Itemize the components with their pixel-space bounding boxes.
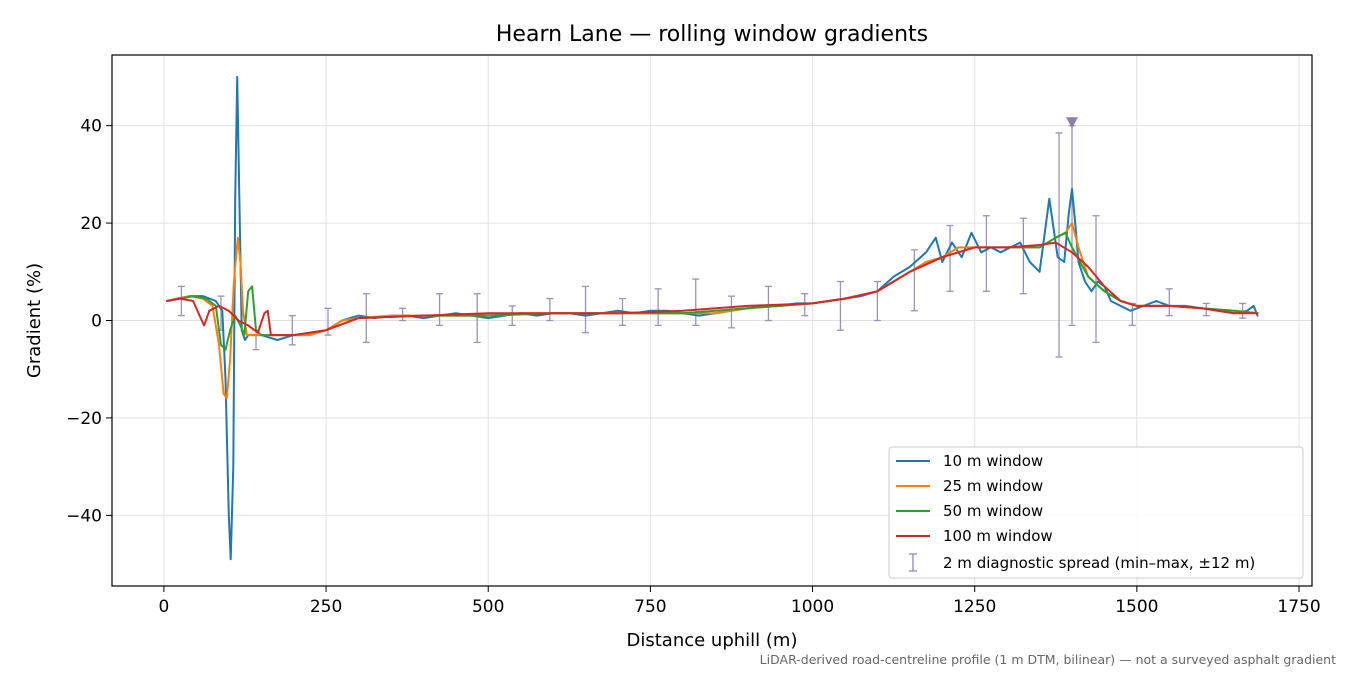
spread-errorbar [582, 285, 590, 334]
x-tick-label: 1250 [953, 597, 996, 617]
spread-errorbar [764, 285, 772, 322]
chart-title: Hearn Lane — rolling window gradients [496, 22, 928, 47]
x-tick-label: 250 [310, 597, 342, 617]
spread-errorbar [436, 293, 444, 327]
spread-errorbar [288, 314, 296, 346]
legend: 10 m window 25 m window 50 m window 100 … [888, 446, 1304, 579]
legend-label: 10 m window [943, 452, 1043, 470]
spread-errorbar [324, 307, 332, 336]
legend-label: 2 m diagnostic spread (min–max, ±12 m) [943, 554, 1255, 572]
x-tick-label: 1500 [1115, 597, 1158, 617]
x-tick-label: 500 [472, 597, 504, 617]
y-axis-label: Gradient (%) [24, 263, 45, 378]
grid-lines [112, 55, 1312, 586]
diagnostic-spread-errorbars [177, 124, 1247, 358]
legend-label: 50 m window [943, 502, 1043, 520]
spread-errorbar [982, 215, 990, 292]
series-line-3 [166, 241, 1259, 337]
spread-errorbar [727, 295, 735, 329]
y-tick-label: 40 [80, 117, 102, 137]
legend-entry-50m: 50 m window [896, 502, 1043, 520]
legend-box [888, 446, 1304, 579]
spread-errorbar [1165, 288, 1173, 317]
spread-errorbar [692, 278, 700, 327]
data-source-caption: LiDAR-derived road-centreline profile (1… [759, 652, 1336, 667]
spread-errorbar [910, 249, 918, 312]
spread-errorbar [654, 288, 662, 327]
y-tick-label: 0 [91, 312, 102, 332]
peak-triangle-marker [1066, 117, 1078, 129]
spread-errorbar [473, 293, 481, 344]
legend-label: 100 m window [943, 527, 1053, 545]
legend-entry-25m: 25 m window [896, 477, 1043, 495]
spread-errorbar [873, 280, 881, 322]
x-tick-label: 750 [634, 597, 666, 617]
spread-errorbar [946, 224, 954, 292]
legend-entry-10m: 10 m window [896, 452, 1043, 470]
series-lines [166, 75, 1259, 561]
y-tick-label: −20 [66, 409, 102, 429]
spread-errorbar [1092, 215, 1100, 344]
spread-errorbar [1019, 217, 1027, 295]
x-tick-label: 1750 [1277, 597, 1320, 617]
peak-marker-layer [1066, 117, 1078, 129]
legend-entry-spread: 2 m diagnostic spread (min–max, ±12 m) [909, 553, 1255, 572]
x-tick-label: 0 [158, 597, 169, 617]
spread-errorbar [177, 285, 185, 317]
x-axis-label: Distance uphill (m) [627, 630, 798, 651]
legend-entry-100m: 100 m window [896, 527, 1053, 545]
spread-errorbar [836, 280, 844, 331]
spread-errorbar [546, 297, 554, 322]
y-tick-label: 20 [80, 214, 102, 234]
legend-label: 25 m window [943, 477, 1043, 495]
axis-ticks: 0 250 500 750 1000 1250 1500 1750 −40 −20 0 20 40 [66, 117, 1321, 617]
y-tick-label: −40 [66, 506, 102, 526]
spread-errorbar [399, 307, 407, 322]
x-tick-label: 1000 [791, 597, 834, 617]
